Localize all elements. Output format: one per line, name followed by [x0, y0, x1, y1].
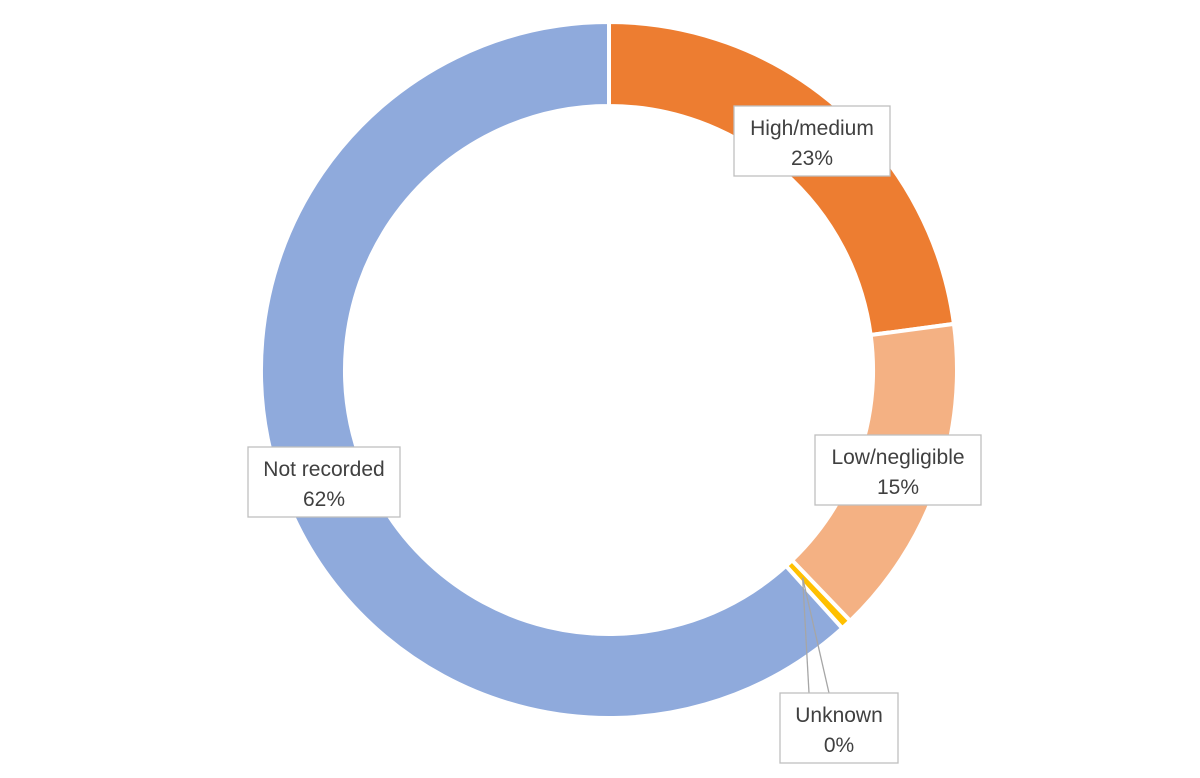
data-label-box	[779, 692, 899, 764]
data-labels: High/medium 23% Low/negligible 15% Unknown 0%…	[247, 105, 982, 764]
slice-label: Unknown	[795, 704, 883, 727]
leader-line-unknown-2	[801, 577, 830, 694]
leader-lines	[801, 577, 830, 694]
slice-value-label: 62%	[303, 488, 345, 511]
slice-not-recorded	[259, 19, 846, 720]
slice-label: High/medium	[750, 117, 874, 140]
data-label-not-recorded: Not recorded 62%	[247, 446, 401, 518]
data-label-unknown: Unknown 0%	[779, 692, 899, 764]
data-label-high-medium: High/medium 23%	[733, 105, 891, 177]
leader-line-unknown	[801, 577, 810, 694]
slice-label: Not recorded	[263, 458, 384, 481]
slice-label: Low/negligible	[831, 446, 964, 469]
slice-value-label: 23%	[791, 147, 833, 170]
data-label-box	[247, 446, 401, 518]
data-label-low-negligible: Low/negligible 15%	[814, 434, 982, 506]
slice-high-medium	[607, 19, 957, 338]
data-label-box	[733, 105, 891, 177]
slice-value-label: 0%	[824, 734, 854, 757]
slice-value-label: 15%	[877, 476, 919, 499]
data-label-box	[814, 434, 982, 506]
